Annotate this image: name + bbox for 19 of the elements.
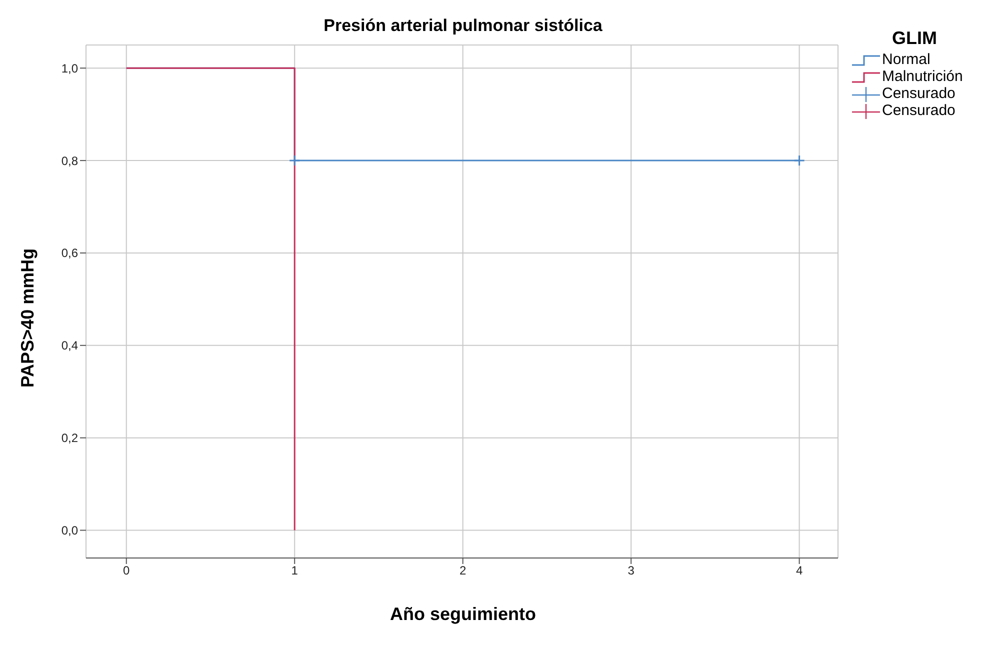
x-tick-label: 3 [628,564,635,578]
y-tick-label: 0,0 [61,524,78,538]
legend-title: GLIM [892,28,938,49]
legend-label: Censurado [882,85,956,102]
legend-label: Normal [882,51,930,68]
x-tick-label: 2 [459,564,466,578]
x-tick-label: 4 [796,564,803,578]
y-tick-label: 0,8 [61,154,78,168]
legend-label: Malnutrición [882,68,963,85]
chart-title: Presión arterial pulmonar sistólica [322,16,604,36]
y-tick-label: 0,4 [61,338,78,353]
legend-label: Censurado [882,102,956,119]
x-tick-label: 0 [123,564,130,578]
y-tick-label: 1,0 [61,61,78,76]
y-tick-label: 0,2 [61,431,78,446]
y-axis-title: PAPS>40 mmHg [18,248,38,388]
y-tick-label: 0,6 [61,246,78,260]
x-axis-title: Año seguimiento [388,604,537,625]
x-tick-label: 1 [291,564,298,578]
